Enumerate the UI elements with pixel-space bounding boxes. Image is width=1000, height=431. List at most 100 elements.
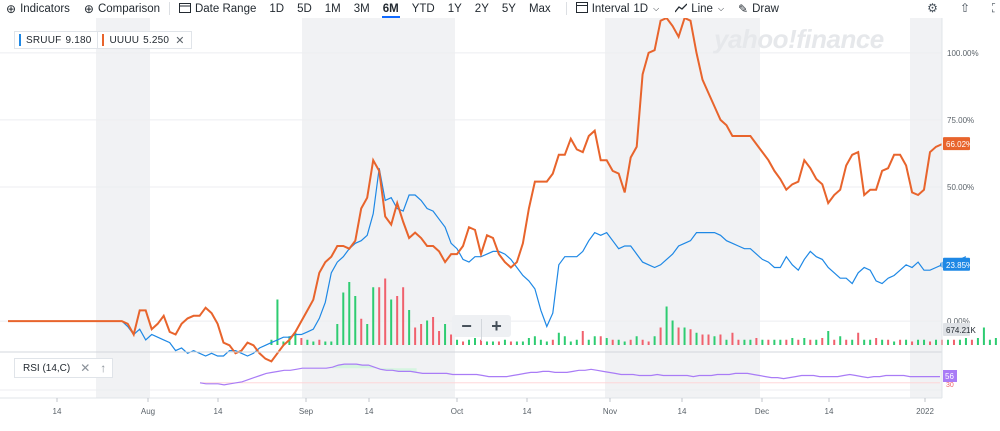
settings-gear-icon[interactable]: ⚙ [927, 1, 938, 15]
zoom-out-button[interactable]: − [461, 315, 472, 336]
range-1d[interactable]: 1D [269, 2, 285, 15]
chart-type-button[interactable]: Line ⌵ [674, 3, 724, 15]
volume-bar [779, 339, 782, 345]
uuuu-value: 5.250 [143, 34, 170, 46]
volume-bar [988, 339, 991, 345]
arrow-up-icon[interactable]: ↑ [100, 361, 107, 375]
volume-bar [432, 317, 435, 345]
uuuu-color-swatch [102, 34, 105, 46]
x-tick-label: 14 [523, 407, 532, 416]
volume-bar [312, 341, 315, 345]
volume-bar [815, 339, 818, 345]
volume-bar [557, 332, 560, 345]
draw-button[interactable]: ✎ Draw [738, 3, 779, 15]
volume-bar [701, 334, 704, 345]
volume-bar [491, 341, 494, 345]
range-6m[interactable]: 6M [381, 2, 400, 18]
uuuu-line [8, 18, 943, 363]
price-lines [8, 18, 967, 363]
x-axis: 14 Aug 14 Sep 14 Oct 14 Nov 14 Dec 14 2022 [0, 397, 942, 416]
volume-bar [617, 339, 620, 345]
rsi-level-text: 30 [946, 382, 954, 389]
volume-bar [515, 341, 518, 345]
zoom-controls: − + [452, 315, 511, 341]
fullscreen-icon[interactable]: ⛶ [992, 1, 996, 16]
range-5d[interactable]: 5D [297, 2, 312, 15]
range-1m[interactable]: 1M [324, 2, 341, 15]
range-1y[interactable]: 1Y [447, 2, 462, 15]
volume-bar [497, 341, 500, 345]
toolbar-divider [565, 2, 567, 15]
volume-bar [713, 336, 716, 345]
range-2y[interactable]: 2Y [474, 2, 489, 15]
volume-bar [905, 339, 908, 345]
volume-bar [671, 320, 674, 345]
volume-bar [581, 331, 584, 345]
rsi-value-badge [943, 370, 957, 382]
comparison-button[interactable]: ⊕ Comparison [84, 3, 160, 15]
volume-bar [827, 331, 830, 345]
y-tick-label: 100.00% [947, 49, 979, 58]
weekend-band [605, 18, 760, 398]
volume-bar [629, 339, 632, 345]
line-chart-icon [674, 3, 688, 15]
indicators-button[interactable]: ⊕ Indicators [6, 3, 70, 15]
volume-bar [336, 324, 339, 345]
volume-badge [943, 323, 970, 336]
volume-bar [725, 339, 728, 345]
close-icon[interactable]: ✕ [80, 361, 91, 375]
volume-bar [689, 329, 692, 345]
interval-button[interactable]: Interval 1D ⌵ [575, 2, 659, 15]
volume-bar [958, 339, 961, 345]
volume-bar [755, 338, 758, 345]
rsi-line [199, 363, 940, 386]
range-3m[interactable]: 3M [353, 2, 370, 15]
volume-bar [587, 339, 590, 345]
x-tick-label: Nov [603, 407, 617, 416]
volume-bar [575, 339, 578, 345]
legend-uuuu[interactable]: UUUU 5.250 ✕ [98, 31, 192, 49]
range-ytd[interactable]: YTD [411, 2, 435, 15]
volume-bar [282, 341, 285, 345]
volume-bar [330, 341, 333, 345]
volume-bar [533, 336, 536, 345]
range-5y[interactable]: 5Y [501, 2, 516, 15]
volume-bar [665, 306, 668, 345]
range-max[interactable]: Max [528, 2, 551, 15]
uuuu-badge-text: 66.02% [946, 140, 973, 149]
volume-bar [372, 287, 375, 345]
zoom-divider [481, 319, 482, 341]
toolbar-divider [168, 2, 170, 15]
sruuf-value: 9.180 [65, 34, 92, 46]
rsi-value-text: 56 [945, 372, 954, 381]
date-range-button[interactable]: Date Range [178, 2, 257, 15]
volume-bar [408, 310, 411, 345]
volume-bar [402, 287, 405, 345]
volume-bar [767, 339, 770, 345]
volume-bar [833, 339, 836, 345]
calendar-icon [178, 2, 191, 15]
range-selector: 1D 5D 1M 3M 6M YTD 1Y 2Y 5Y Max [269, 2, 556, 18]
close-icon[interactable]: ✕ [175, 34, 185, 47]
date-range-label: Date Range [194, 2, 257, 15]
legend-sruuf[interactable]: SRUUF 9.180 [14, 31, 99, 49]
x-tick-label: 14 [678, 407, 687, 416]
volume-bar [468, 339, 471, 345]
x-tick-label: Sep [299, 407, 314, 416]
top-right-controls: ⚙ ⇧ ⛶ [927, 1, 996, 16]
uuuu-badge [943, 137, 970, 151]
share-icon[interactable]: ⇧ [959, 1, 970, 15]
y-tick-label: 50.00% [947, 183, 974, 192]
volume-bar [869, 339, 872, 345]
volume-bar [964, 338, 967, 345]
volume-bar [456, 339, 459, 345]
volume-bar [318, 339, 321, 345]
volume-bar [485, 341, 488, 345]
volume-bar [348, 282, 351, 345]
volume-bar [809, 339, 812, 345]
volume-bar [503, 339, 506, 345]
zoom-in-button[interactable]: + [491, 315, 502, 336]
sruuf-color-swatch [19, 34, 21, 46]
volume-bar [821, 338, 824, 345]
